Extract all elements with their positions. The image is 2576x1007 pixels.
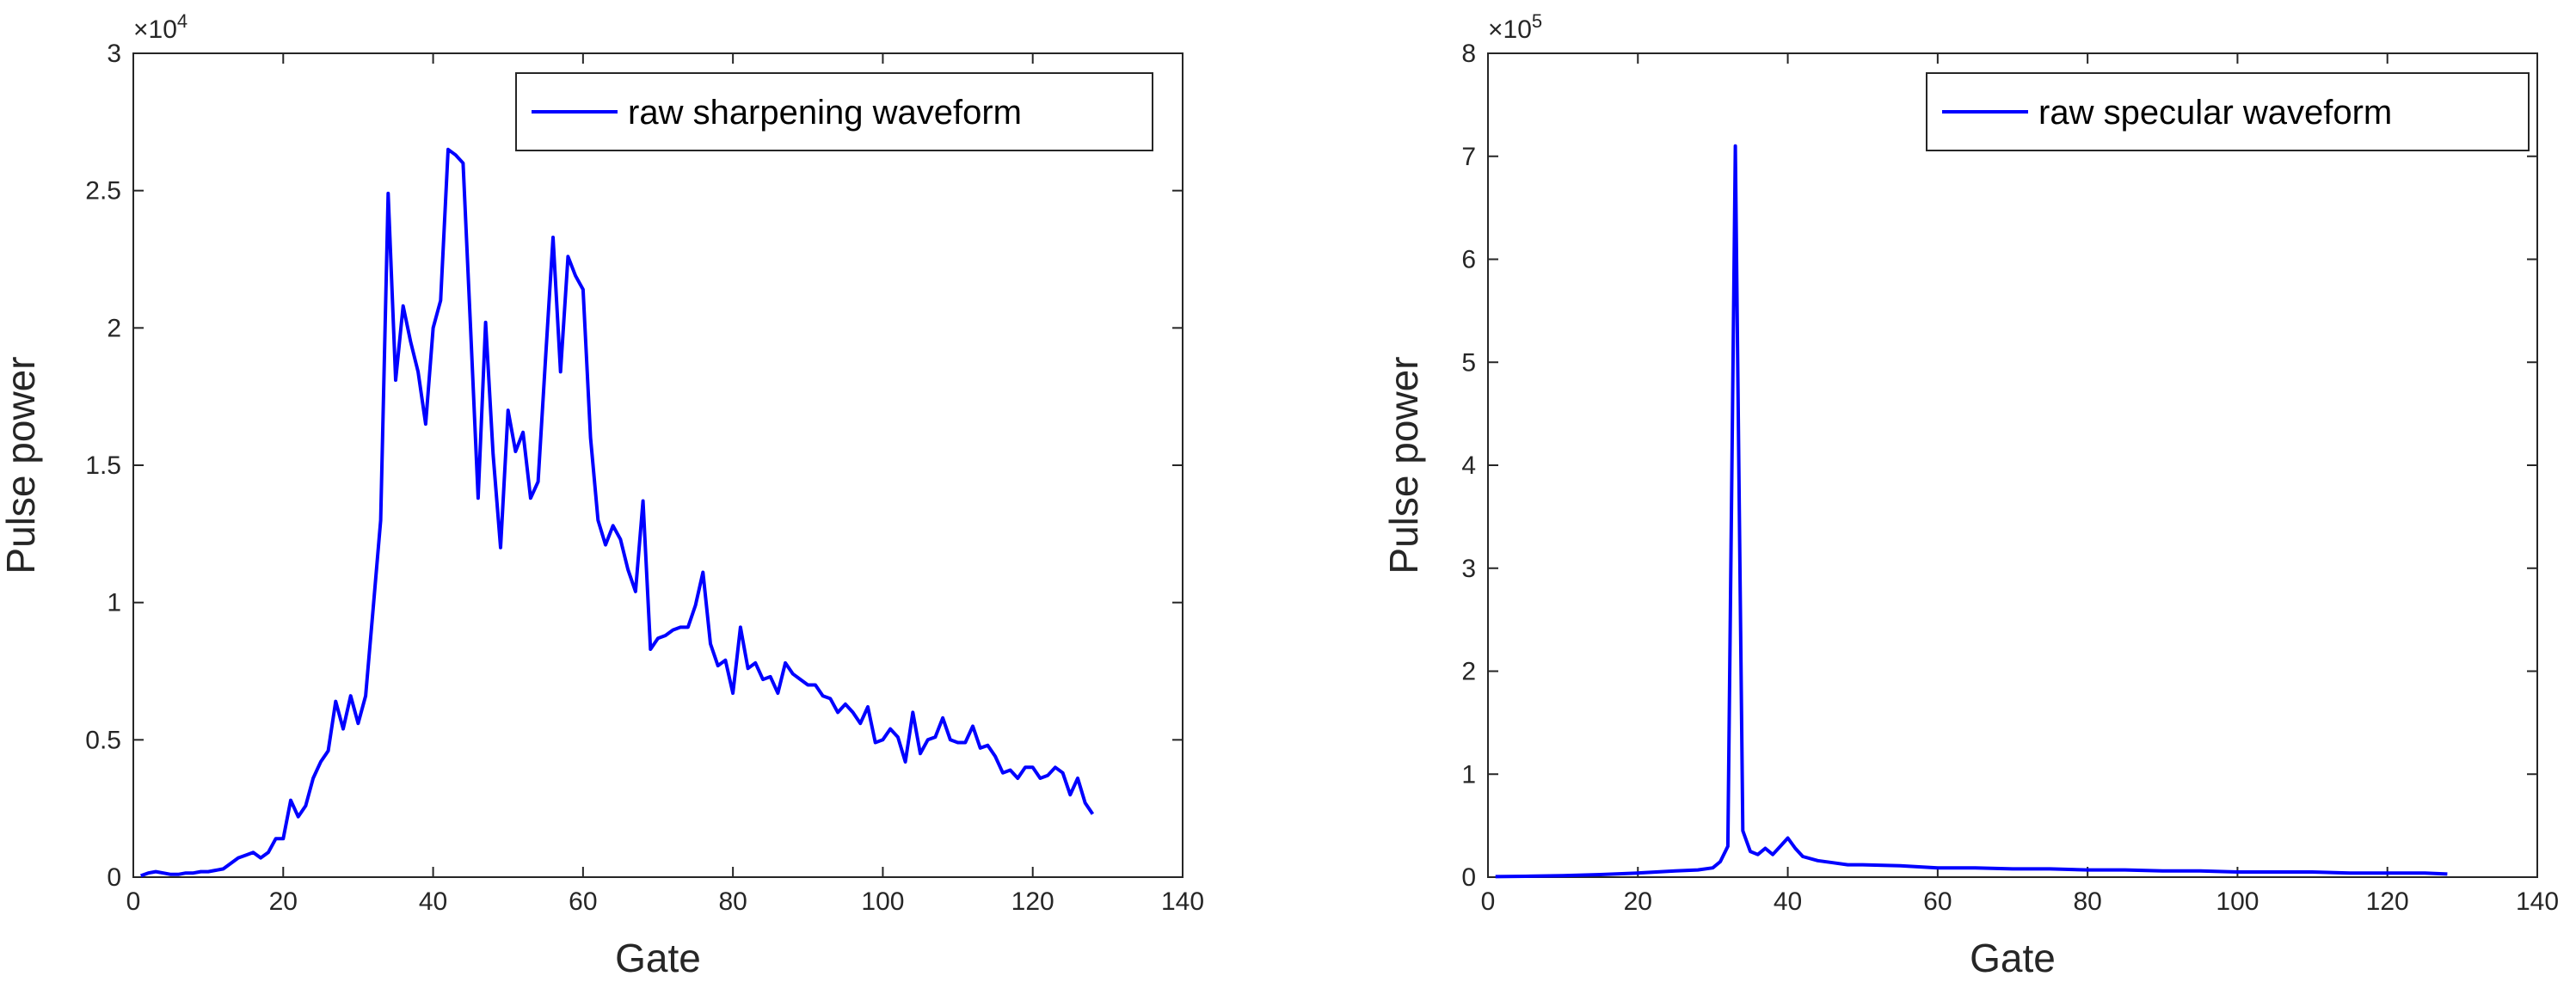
y-tick-label: 8 — [1461, 40, 1476, 68]
series-line — [140, 147, 1095, 878]
x-tick-label: 100 — [2216, 887, 2259, 916]
legend-label: raw specular waveform — [2038, 94, 2392, 132]
x-axis-title: Gate — [1970, 936, 2056, 980]
y-tick-label: 0 — [107, 863, 121, 892]
legend-label: raw sharpening waveform — [628, 94, 1022, 132]
y-tick-label: 1 — [107, 589, 121, 617]
y-tick-label: 3 — [1461, 555, 1476, 583]
y-exponent-power: 5 — [1532, 10, 1542, 32]
x-tick-label: 20 — [1624, 887, 1652, 916]
y-tick-label: 2 — [107, 314, 121, 342]
x-tick-label: 40 — [1774, 887, 1802, 916]
axes-box — [1487, 52, 2538, 878]
x-tick-label: 20 — [269, 887, 298, 916]
y-tick-label: 6 — [1461, 246, 1476, 274]
y-axis-title: Pulse power — [1381, 356, 1426, 574]
x-tick-label: 100 — [861, 887, 904, 916]
y-tick-label: 5 — [1461, 348, 1476, 377]
x-tick-label: 80 — [2073, 887, 2101, 916]
x-tick-label: 60 — [1923, 887, 1952, 916]
x-axis-title: Gate — [615, 936, 701, 980]
y-tick-label: 2 — [1461, 658, 1476, 686]
x-tick-label: 120 — [1011, 887, 1054, 916]
y-tick-label: 0.5 — [85, 726, 121, 754]
x-tick-label: 80 — [718, 887, 747, 916]
x-tick-label: 0 — [126, 887, 141, 916]
y-tick-label: 1.5 — [85, 451, 121, 480]
x-tick-label: 0 — [1481, 887, 1496, 916]
x-tick-label: 140 — [1161, 887, 1204, 916]
axes-box — [132, 52, 1183, 878]
legend-box — [515, 72, 1153, 151]
y-axis-title: Pulse power — [0, 356, 43, 574]
y-exponent-power: 4 — [177, 10, 188, 32]
left-chart-panel: 0 20 40 60 80 100 120 140 0 0.5 1 1.5 2 2.5 3 ×104 Gate P… — [0, 10, 1204, 980]
x-tick-label: 60 — [569, 887, 597, 916]
y-tick-label: 1 — [1461, 760, 1476, 789]
y-exponent-label: ×105 — [1488, 10, 1542, 44]
right-chart-panel: 0 20 40 60 80 100 120 140 0 1 2 3 4 5 6 7 8 ×105 Gate Pulse… — [1381, 10, 2559, 980]
x-tick-label: 120 — [2366, 887, 2409, 916]
y-tick-label: 3 — [107, 40, 121, 68]
y-tick-label: 7 — [1461, 143, 1476, 171]
x-tick-label: 40 — [419, 887, 447, 916]
y-tick-label: 0 — [1461, 863, 1476, 892]
y-tick-label: 2.5 — [85, 177, 121, 206]
series-line — [1495, 144, 2448, 879]
y-exponent-label: ×104 — [133, 10, 188, 44]
y-tick-label: 4 — [1461, 451, 1476, 480]
x-tick-label: 140 — [2516, 887, 2559, 916]
